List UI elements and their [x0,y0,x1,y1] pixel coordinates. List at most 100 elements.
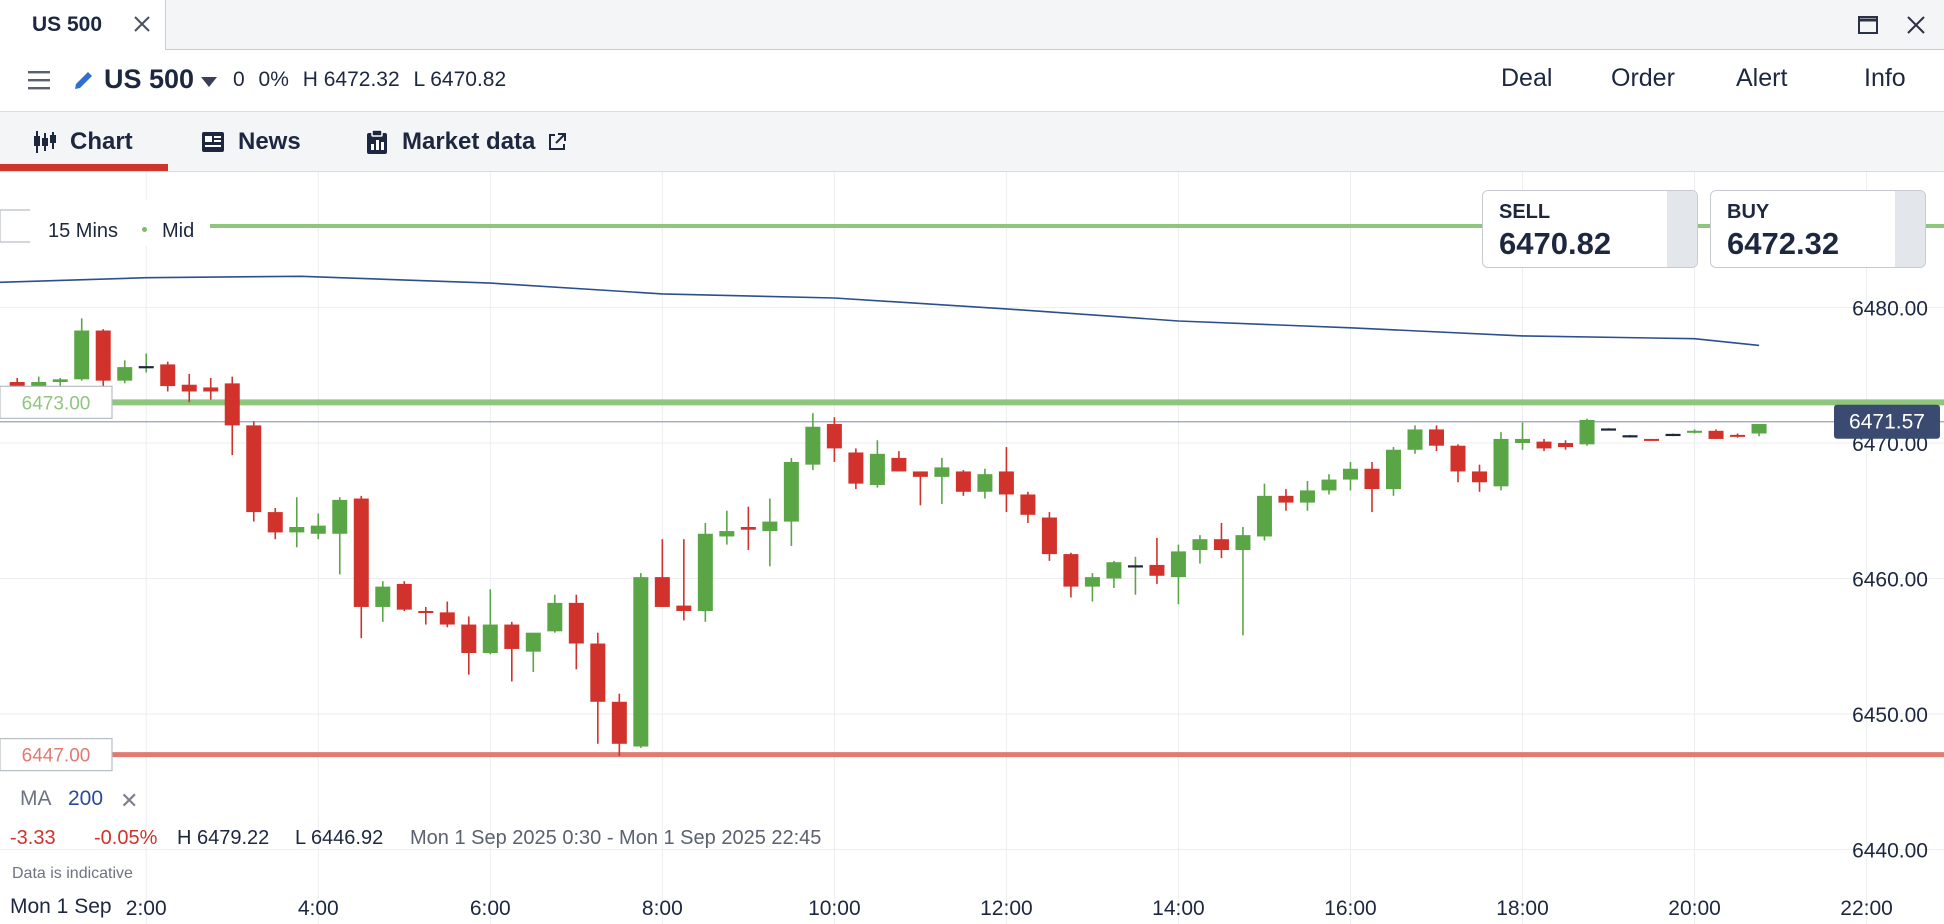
candle-body [525,632,541,652]
candle-body [977,474,993,492]
candle-body [1106,562,1122,579]
green-level-label-box [0,385,113,419]
sell-label: SELL [1499,201,1551,223]
x-tick-label: 10:00 [808,897,861,920]
sell-strip [1667,191,1697,267]
candle-body [1558,442,1574,448]
candle-body [95,330,111,381]
order-button[interactable]: Order [1611,64,1675,92]
window-titlebar [0,0,1944,50]
candle-body [848,452,864,484]
candle-body [547,602,563,632]
tab-chart[interactable]: Chart [32,112,133,172]
x-tick-label: 8:00 [642,897,683,920]
deal-button[interactable]: Deal [1501,64,1553,92]
candle-body [1278,495,1294,503]
price-type-selector[interactable]: Mid [162,220,195,242]
candle-body [826,424,842,449]
candle-body [1127,565,1143,568]
candle-body [869,453,885,485]
candle-body [1342,468,1358,480]
candle-body [310,525,326,534]
candle-body [955,471,971,492]
day-low: L 6470.82 [413,68,507,91]
price-levels [0,224,1944,758]
price-change: 0 [233,68,245,91]
candle-body [375,586,391,607]
tab-market-data[interactable]: Market data [364,112,581,172]
candle-body [332,499,348,534]
candle-body [504,624,520,649]
candle-body [1041,517,1057,555]
period-high: H 6479.22 [177,827,270,849]
candle-body [998,471,1014,495]
buy-button[interactable]: BUY 6472.32 [1710,190,1926,268]
candle-body [461,624,477,654]
candle-body [1579,419,1595,445]
chevron-down-icon[interactable] [200,76,218,88]
candle-body [568,602,584,644]
candle-body [1450,445,1466,472]
hamburger-menu-icon[interactable] [26,68,54,92]
tab-news[interactable]: News [200,112,301,172]
newspaper-icon [202,132,224,152]
candle-body [52,379,68,383]
candle-body [611,701,627,744]
tab-chart-label: Chart [70,128,133,155]
candle-body [1170,551,1186,578]
window-tab[interactable]: US 500 [0,0,166,50]
price-change-pct: 0% [258,68,289,91]
tab-close-icon[interactable] [130,12,154,36]
alert-button[interactable]: Alert [1736,64,1788,92]
current-price-text: 6471.57 [1849,411,1925,434]
window-close-icon[interactable] [1904,13,1928,37]
candle-body [267,512,283,533]
candle-body [1665,433,1681,437]
candle-body [633,577,649,747]
x-tick-label: 14:00 [1152,897,1205,920]
candle-body [181,384,197,392]
candle-body [1020,494,1036,515]
indicator-period[interactable]: 200 [68,787,104,810]
candle-body [1235,535,1251,551]
x-tick-label: 16:00 [1324,897,1377,920]
timeframe-selector[interactable]: 15 Mins [48,220,119,242]
instrument-name[interactable]: US 500 [104,64,195,94]
candle-body [1192,539,1208,551]
candle-body [1299,490,1315,503]
y-tick-label: 6440.00 [1852,839,1928,862]
remove-indicator-icon[interactable]: ✕ [120,788,139,813]
green-level-label-text: 6473.00 [22,393,91,414]
candle-body [1063,554,1079,587]
view-tabs [0,112,1944,172]
maximize-icon[interactable] [1856,13,1880,37]
candle-body [203,387,219,392]
sell-price: 6470.82 [1499,226,1612,261]
tab-market-data-label: Market data [402,128,536,155]
candle-body [482,624,498,654]
external-link-icon [549,133,567,150]
instrument-header [0,50,1944,112]
timeframe-pill-bg [30,200,182,246]
x-tick-label: 6:00 [470,897,511,920]
y-tick-label: 6480.00 [1852,297,1928,320]
info-button[interactable]: Info [1864,64,1906,92]
period-range: Mon 1 Sep 2025 0:30 - Mon 1 Sep 2025 22:… [410,827,822,849]
y-tick-label: 6470.00 [1852,433,1928,456]
quote-summary: 0 0% H 6472.32 L 6470.82 [233,68,514,92]
candle-body [805,426,821,465]
candle-body [676,605,692,612]
x-tick-label: 20:00 [1668,897,1721,920]
sell-button[interactable]: SELL 6470.82 [1482,190,1698,268]
window-tab-title: US 500 [32,13,103,36]
clipboard-chart-icon [367,129,387,154]
candle-body [1428,429,1444,446]
candle-body [1256,495,1272,537]
pencil-icon[interactable] [72,68,96,92]
candle-body [1622,435,1638,438]
price-chart[interactable]: 6480.00 6470.00 6460.00 6450.00 6440.00 2:00… [0,172,1944,924]
separator-dot [142,227,147,232]
indicator-name: MA [20,787,52,810]
candle-body [654,577,670,607]
candle-body [1149,564,1165,576]
